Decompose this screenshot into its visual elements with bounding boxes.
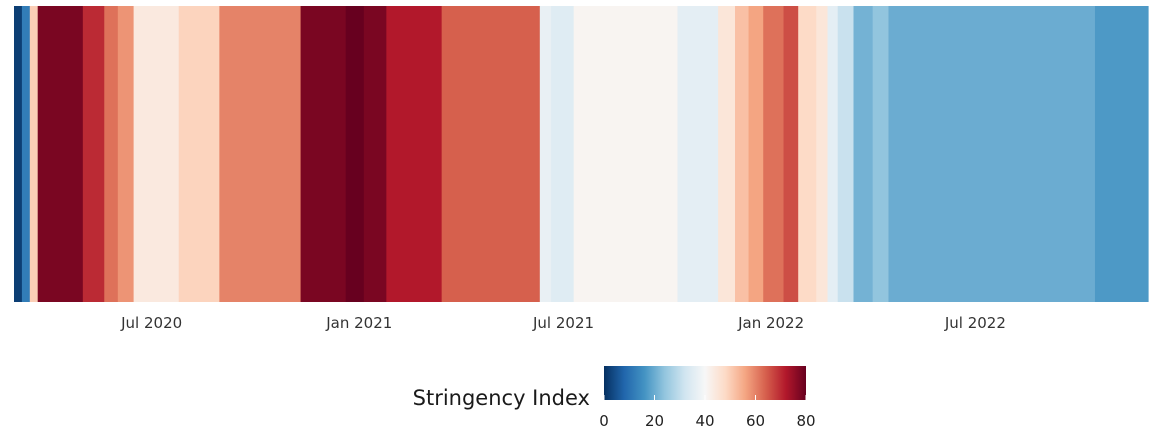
colorbar-tick-label-3: 40	[695, 412, 714, 430]
stripe-1	[14, 6, 23, 302]
stripe-3	[29, 6, 39, 302]
x-axis: Jul 2020 Jan 2021 Jul 2021 Jan 2022 Jul 2022	[120, 314, 1006, 332]
stripe-11	[300, 6, 347, 302]
stripe-19	[677, 6, 719, 302]
colorbar-tick-label-5: 80	[796, 412, 815, 430]
stripe-29	[853, 6, 874, 302]
stripe-10	[219, 6, 302, 302]
stripe-27	[827, 6, 839, 302]
stripe-7	[117, 6, 135, 302]
colorbar-gradient	[604, 366, 806, 400]
stripe-25	[798, 6, 817, 302]
stripe-6	[104, 6, 119, 302]
stripe-32	[1094, 6, 1149, 302]
stripe-13	[363, 6, 387, 302]
stripe-12	[345, 6, 365, 302]
stripe-24	[783, 6, 799, 302]
colorbar-tick-label-1: 0	[599, 412, 609, 430]
colorbar-ticks: 0 20 40 60 80	[599, 395, 816, 430]
colorbar: Stringency Index 0 20 40 60 80	[413, 366, 816, 430]
stripe-22	[748, 6, 764, 302]
x-tick-label-3: Jul 2021	[532, 314, 594, 332]
stripe-31	[888, 6, 1096, 302]
x-tick-label-4: Jan 2022	[737, 314, 804, 332]
stripe-23	[763, 6, 785, 302]
stripe-series	[14, 6, 1149, 302]
stripe-4	[37, 6, 84, 302]
stripe-15	[441, 6, 541, 302]
x-tick-label-5: Jul 2022	[944, 314, 1006, 332]
stripe-28	[837, 6, 855, 302]
stripe-5	[82, 6, 105, 302]
stripe-18	[573, 6, 679, 302]
stripe-16	[539, 6, 552, 302]
colorbar-label: Stringency Index	[413, 386, 590, 410]
stripe-9	[178, 6, 220, 302]
stripe-30	[872, 6, 890, 302]
colorbar-tick-label-2: 20	[645, 412, 664, 430]
stripe-14	[386, 6, 443, 302]
stripe-21	[735, 6, 750, 302]
stripe-8	[133, 6, 180, 302]
x-tick-label-2: Jan 2021	[325, 314, 392, 332]
colorbar-tick-label-4: 60	[746, 412, 765, 430]
stripe-17	[551, 6, 575, 302]
x-tick-label-1: Jul 2020	[120, 314, 182, 332]
stripe-20	[718, 6, 736, 302]
stripe-26	[816, 6, 829, 302]
stripe-2	[21, 6, 31, 302]
